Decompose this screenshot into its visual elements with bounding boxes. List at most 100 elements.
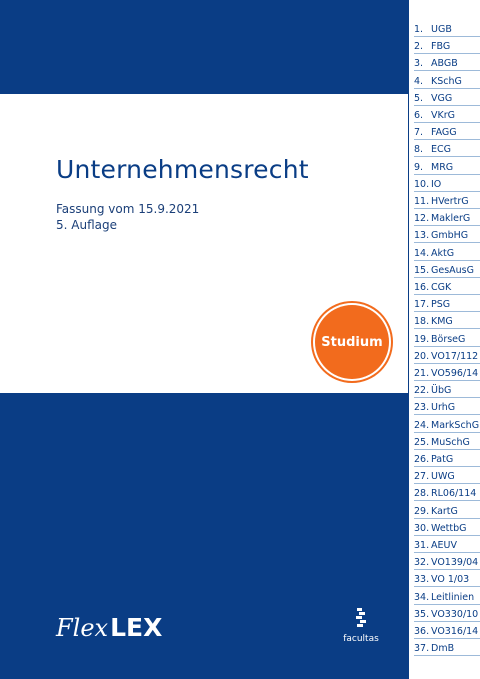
tab-number: 15. (414, 264, 430, 276)
tab-label: KSchG (431, 75, 462, 87)
tab-label: WettbG (431, 522, 467, 534)
tab-item[interactable]: 4. KSchG (414, 72, 480, 89)
tab-item[interactable]: 20. VO17/112 (414, 347, 480, 364)
tab-number: 14. (414, 247, 430, 259)
tab-item[interactable]: 9. MRG (414, 158, 480, 175)
tab-label: GesAusG (431, 264, 474, 276)
tab-number: 18. (414, 316, 430, 328)
tab-item[interactable]: 23. UrhG (414, 398, 480, 416)
tab-label: FBG (431, 41, 451, 53)
tab-number: 11. (414, 196, 430, 207)
book-title: Unternehmensrecht (56, 155, 309, 184)
tab-number: 29. (414, 505, 430, 517)
tab-item[interactable]: 17. PSG (414, 295, 480, 313)
tab-number: 22. (414, 385, 430, 397)
tab-label: MaklerG (431, 213, 471, 225)
tab-item[interactable]: 11. HVertrG (414, 192, 480, 209)
tab-item[interactable]: 5. VGG (414, 89, 480, 106)
tab-label: PSG (431, 299, 451, 311)
tab-label: VO316/14 (431, 626, 479, 637)
tab-item[interactable]: 30. WettbG (414, 519, 480, 536)
tab-number: 37. (414, 643, 430, 655)
tab-item[interactable]: 35. VO330/10 (414, 605, 480, 622)
tab-label: RL06/114 (431, 488, 477, 500)
tab-item[interactable]: 29. KartG (414, 502, 480, 519)
edition-date: Fassung vom 15.9.2021 (56, 202, 200, 216)
tab-label: ABGB (431, 58, 458, 70)
tab-item[interactable]: 2. FBG (414, 37, 480, 55)
tab-item[interactable]: 37. DmB (414, 639, 480, 657)
logo-flex: Flex (56, 614, 109, 642)
badge-label: Studium (321, 334, 383, 350)
tab-number: 24. (414, 419, 430, 431)
tab-number: 27. (414, 471, 430, 483)
tab-item[interactable]: 25. MuSchG (414, 433, 480, 450)
tab-item[interactable]: 18. KMG (414, 312, 480, 330)
tab-number: 19. (414, 333, 430, 345)
tab-item[interactable]: 1. UGB (414, 20, 480, 37)
tab-number: 36. (414, 626, 430, 637)
tab-number: 28. (414, 488, 430, 500)
tab-item[interactable]: 32. VO139/04 (414, 553, 480, 571)
tab-label: BörseG (431, 333, 466, 345)
tab-label: UrhG (431, 402, 456, 414)
tab-item[interactable]: 8. ECG (414, 140, 480, 158)
tab-item[interactable]: 34. Leitlinien (414, 588, 480, 605)
tab-item[interactable]: 22. ÜbG (414, 381, 480, 399)
tab-label: VKrG (431, 110, 455, 121)
tab-number: 30. (414, 522, 430, 534)
tab-item[interactable]: 14. AktG (414, 244, 480, 261)
tab-number: 8. (414, 144, 424, 156)
tab-label: HVertrG (431, 196, 469, 207)
tab-item[interactable]: 10. IO (414, 175, 480, 192)
facultas-mark-icon (356, 608, 366, 627)
tab-number: 2. (414, 41, 424, 53)
tab-item[interactable]: 13. GmbHG (414, 226, 480, 244)
tab-item[interactable]: 36. VO316/14 (414, 622, 480, 639)
tab-number: 6. (414, 110, 424, 121)
tab-item[interactable]: 15. GesAusG (414, 261, 480, 278)
tab-label: AktG (431, 247, 455, 259)
tab-label: VO139/04 (431, 557, 479, 569)
tab-number: 9. (414, 161, 424, 173)
tab-item[interactable]: 31. AEUV (414, 536, 480, 553)
bottom-band (0, 393, 408, 679)
tab-item[interactable]: 28. RL06/114 (414, 484, 480, 502)
tab-number: 12. (414, 213, 430, 225)
tab-item[interactable]: 3. ABGB (414, 54, 480, 72)
tab-label: KMG (431, 316, 453, 328)
tab-number: 25. (414, 436, 430, 448)
tab-number: 10. (414, 178, 430, 190)
tab-item[interactable]: 12. MaklerG (414, 209, 480, 227)
tab-item[interactable]: 26. PatG (414, 450, 480, 467)
tab-label: AEUV (431, 540, 457, 551)
tab-label: VO17/112 (431, 350, 479, 362)
tab-number: 32. (414, 557, 430, 569)
tab-number: 13. (414, 230, 430, 242)
tab-label: Leitlinien (431, 591, 475, 603)
tab-label: VO596/14 (431, 368, 479, 379)
tab-label: VO330/10 (431, 608, 479, 620)
tab-number: 31. (414, 540, 430, 551)
tab-item[interactable]: 27. UWG (414, 467, 480, 485)
tab-label: VO 1/03 (431, 574, 470, 586)
tab-item[interactable]: 7. FAGG (414, 123, 480, 141)
tab-item[interactable]: 33. VO 1/03 (414, 570, 480, 588)
tab-label: FAGG (431, 127, 457, 139)
tab-label: DmB (431, 643, 455, 655)
publisher-name: facultas (343, 634, 379, 644)
tab-number: 4. (414, 75, 424, 87)
tab-number: 23. (414, 402, 430, 414)
tab-item[interactable]: 24. MarkSchG (414, 416, 480, 433)
tab-item[interactable]: 6. VKrG (414, 106, 480, 123)
tab-item[interactable]: 21. VO596/14 (414, 364, 480, 381)
edition: 5. Auflage (56, 218, 117, 232)
tab-item[interactable]: 16. CGK (414, 278, 480, 295)
tab-label: VGG (431, 92, 453, 104)
tab-label: MarkSchG (431, 419, 480, 431)
tab-number: 26. (414, 454, 430, 465)
tab-number: 7. (414, 127, 424, 139)
tab-number: 33. (414, 574, 430, 586)
tab-item[interactable]: 19. BörseG (414, 330, 480, 347)
logo-lex: LEX (110, 613, 163, 642)
